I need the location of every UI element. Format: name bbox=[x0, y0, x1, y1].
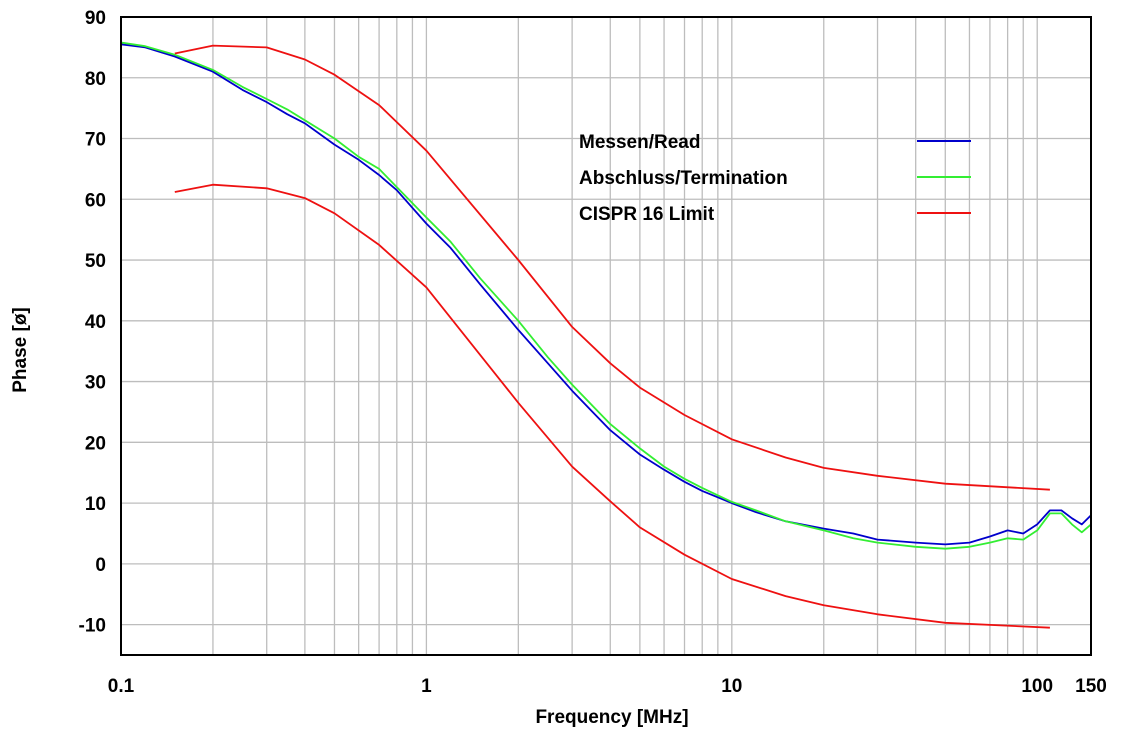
series-line-messen-read bbox=[120, 43, 1092, 546]
y-tick-label: 10 bbox=[85, 494, 106, 515]
y-tick-label: 30 bbox=[85, 373, 106, 394]
series-line-cispr-16-limit bbox=[174, 44, 1050, 491]
y-tick-labels: 90 80 70 60 50 40 30 20 10 0 -10 bbox=[79, 8, 106, 637]
series-line-abschluss-termination bbox=[120, 41, 1092, 550]
y-tick-label: 0 bbox=[95, 555, 106, 576]
y-tick-label: 70 bbox=[85, 130, 106, 151]
y-tick-label: 40 bbox=[85, 312, 106, 333]
y-tick-label: 90 bbox=[85, 8, 106, 29]
x-tick-label: 100 bbox=[1021, 676, 1053, 697]
grid bbox=[121, 17, 1091, 655]
series-layer bbox=[120, 41, 1092, 629]
x-tick-label: 0.1 bbox=[108, 676, 135, 697]
x-axis-title: Frequency [MHz] bbox=[535, 707, 688, 728]
legend: Messen/Read Abschluss/Termination CISPR 16… bbox=[579, 132, 971, 225]
y-tick-label: 60 bbox=[85, 190, 106, 211]
legend-label: CISPR 16 Limit bbox=[579, 204, 715, 225]
x-tick-label: 150 bbox=[1075, 676, 1107, 697]
y-tick-label: 50 bbox=[85, 251, 106, 272]
y-axis-title: Phase [ø] bbox=[10, 307, 31, 393]
y-tick-label: 80 bbox=[85, 69, 106, 90]
y-tick-label: -10 bbox=[79, 616, 106, 637]
series-line-cispr-16-limit bbox=[174, 183, 1050, 629]
x-tick-labels: 0.1 1 10 100 150 bbox=[108, 676, 1107, 697]
y-tick-label: 20 bbox=[85, 433, 106, 454]
legend-label: Messen/Read bbox=[579, 132, 700, 153]
x-tick-label: 1 bbox=[421, 676, 432, 697]
x-tick-label: 10 bbox=[721, 676, 742, 697]
legend-label: Abschluss/Termination bbox=[579, 168, 788, 189]
plot-frame bbox=[120, 16, 1092, 656]
